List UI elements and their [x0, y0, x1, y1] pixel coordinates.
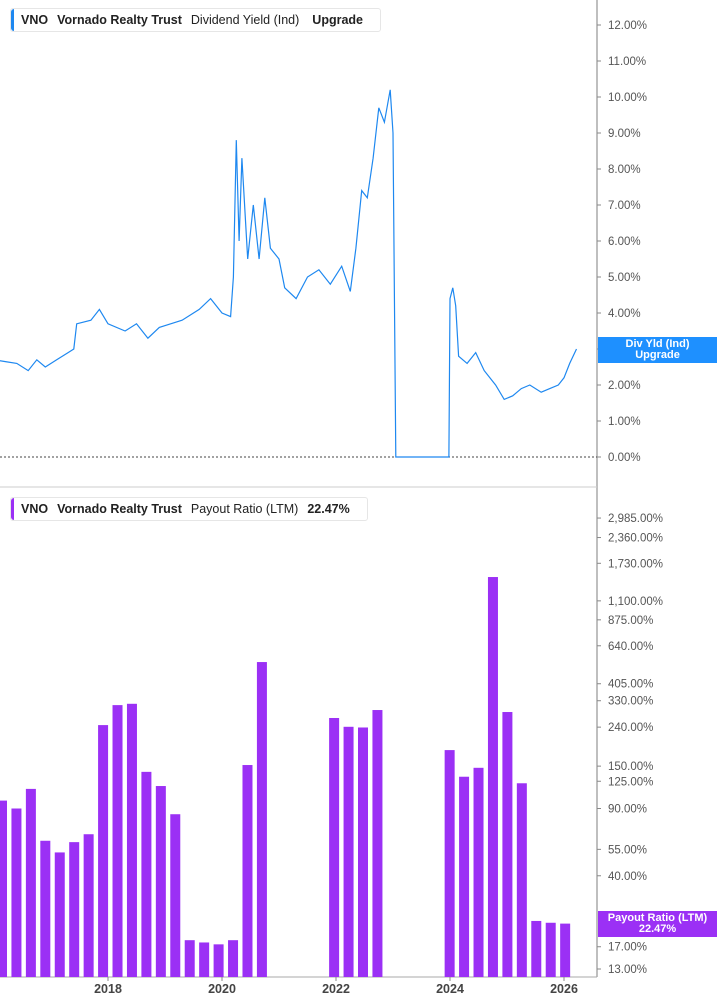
- y-tick-label: 8.00%: [608, 164, 641, 176]
- payout-bar: [444, 750, 455, 977]
- payout-bar: [170, 814, 181, 977]
- series-color-bar: [11, 498, 14, 520]
- payout-bar: [40, 840, 51, 977]
- payout-bar: [545, 922, 556, 977]
- y-tick-label: 1,100.00%: [608, 596, 663, 608]
- y-tick-label: 90.00%: [608, 804, 647, 816]
- y-tick-label: 10.00%: [608, 92, 647, 104]
- payout-bar: [560, 923, 571, 977]
- legend-ticker: VNO: [21, 13, 49, 27]
- y-tick-label: 2,360.00%: [608, 533, 663, 545]
- legend-company: Vornado Realty Trust: [57, 502, 182, 516]
- y-tick-label: 9.00%: [608, 128, 641, 140]
- payout-bar: [502, 712, 513, 977]
- x-tick-label: 2018: [94, 982, 122, 996]
- y-tick-label: 17.00%: [608, 942, 647, 954]
- x-tick-label: 2022: [322, 982, 350, 996]
- payout-bar: [459, 776, 470, 977]
- payout-bar: [184, 940, 195, 977]
- payout-bar: [69, 842, 80, 977]
- y-tick-label: 150.00%: [608, 761, 653, 773]
- legend-metric: Payout Ratio (LTM): [190, 502, 299, 516]
- payout-bar: [0, 800, 7, 977]
- y-tick-label: 40.00%: [608, 871, 647, 883]
- bottom-legend: VNO Vornado Realty Trust Payout Ratio (L…: [10, 497, 368, 521]
- payout-bar: [11, 808, 22, 977]
- x-tick-label: 2020: [208, 982, 236, 996]
- payout-current-badge: Payout Ratio (LTM) 22.47%: [598, 911, 717, 937]
- series-color-bar: [11, 9, 14, 31]
- payout-bar: [112, 705, 123, 977]
- payout-bar: [199, 942, 210, 977]
- y-tick-label: 240.00%: [608, 722, 653, 734]
- payout-bar: [487, 577, 498, 977]
- legend-metric: Dividend Yield (Ind): [190, 13, 300, 27]
- legend-value: 22.47%: [307, 502, 350, 516]
- y-tick-label: 55.00%: [608, 844, 647, 856]
- legend-ticker: VNO: [21, 502, 49, 516]
- payout-bar: [25, 788, 36, 977]
- payout-bar: [343, 726, 354, 977]
- payout-bar: [141, 771, 152, 977]
- payout-bar: [155, 786, 166, 977]
- payout-bar: [256, 662, 267, 977]
- payout-bar: [329, 717, 340, 977]
- payout-bar: [213, 944, 224, 977]
- y-tick-label: 2,985.00%: [608, 513, 663, 525]
- payout-bar: [83, 834, 94, 977]
- y-tick-label: 5.00%: [608, 272, 641, 284]
- y-tick-label: 640.00%: [608, 641, 653, 653]
- payout-bar: [531, 920, 542, 977]
- y-tick-label: 330.00%: [608, 696, 653, 708]
- x-tick-label: 2024: [436, 982, 464, 996]
- payout-bar: [228, 940, 239, 977]
- y-tick-label: 125.00%: [608, 776, 653, 788]
- top-legend: VNO Vornado Realty Trust Dividend Yield …: [10, 8, 381, 32]
- y-tick-label: 7.00%: [608, 200, 641, 212]
- x-tick-label: 2026: [550, 982, 578, 996]
- legend-company: Vornado Realty Trust: [57, 13, 182, 27]
- badge-value: Upgrade: [635, 349, 680, 361]
- payout-bar: [473, 767, 484, 977]
- y-tick-label: 4.00%: [608, 308, 641, 320]
- yield-line: [0, 89, 578, 458]
- upgrade-link[interactable]: Upgrade: [312, 13, 363, 27]
- payout-bar: [516, 783, 527, 977]
- y-tick-label: 0.00%: [608, 452, 641, 464]
- payout-bar: [358, 727, 368, 977]
- y-tick-label: 11.00%: [608, 56, 646, 68]
- payout-bar: [372, 710, 383, 977]
- y-tick-label: 6.00%: [608, 236, 641, 248]
- y-tick-label: 1,730.00%: [608, 558, 663, 570]
- y-tick-label: 12.00%: [608, 20, 647, 32]
- payout-bar: [242, 765, 253, 977]
- y-tick-label: 1.00%: [608, 416, 641, 428]
- badge-label: Payout Ratio (LTM): [607, 912, 708, 924]
- payout-bar: [126, 703, 137, 977]
- badge-label: Div Yld (Ind): [625, 338, 690, 350]
- payout-bar: [54, 852, 65, 977]
- payout-bar: [98, 725, 109, 977]
- y-tick-label: 2.00%: [608, 380, 641, 392]
- y-tick-label: 875.00%: [608, 615, 653, 627]
- y-tick-label: 13.00%: [608, 964, 647, 976]
- badge-value: 22.47%: [638, 923, 677, 935]
- yield-current-badge: Div Yld (Ind) Upgrade: [598, 337, 717, 363]
- y-tick-label: 405.00%: [608, 679, 653, 691]
